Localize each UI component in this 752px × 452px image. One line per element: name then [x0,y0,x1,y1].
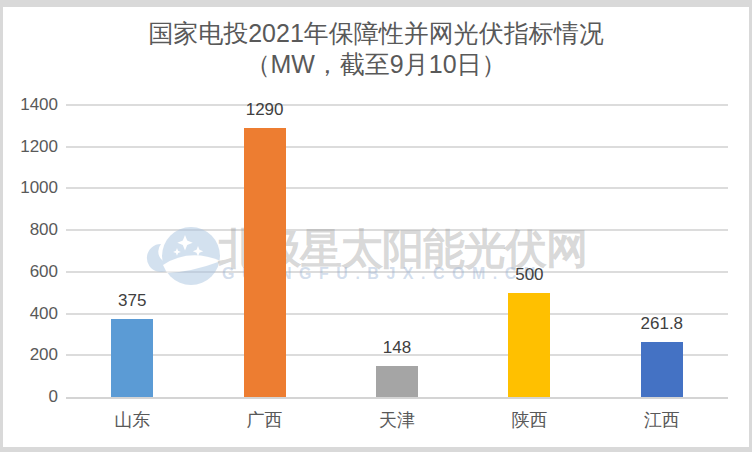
y-tick-label: 800 [0,220,58,240]
value-label: 375 [118,291,146,311]
bar-天津 [376,366,418,397]
gridline [66,187,728,189]
value-label: 1290 [246,100,284,120]
category-label: 天津 [337,408,457,432]
bar-山东 [111,319,153,397]
category-label: 江西 [602,408,722,432]
watermark-logo-icon [146,225,222,289]
gridline [66,313,728,315]
gridline [66,104,728,106]
y-tick-label: 200 [0,345,58,365]
value-label: 148 [383,338,411,358]
chart-page: 国家电投2021年保障性并网光伏指标情况 （MW，截至9月10日） 375 129… [0,0,752,452]
gridline [66,146,728,148]
bar-广西 [244,128,286,397]
chart-title: 国家电投2021年保障性并网光伏指标情况 （MW，截至9月10日） [0,18,752,80]
y-tick-label: 1400 [0,95,58,115]
y-tick-label: 0 [0,387,58,407]
value-label: 500 [515,265,543,285]
y-tick-label: 1000 [0,178,58,198]
chart-title-line1: 国家电投2021年保障性并网光伏指标情况 [0,18,752,49]
bar-江西 [641,342,683,397]
y-tick-label: 1200 [0,137,58,157]
y-tick-label: 400 [0,304,58,324]
chart-title-line2: （MW，截至9月10日） [0,49,752,80]
category-label: 山东 [72,408,192,432]
category-label: 陕西 [469,408,589,432]
bar-陕西 [508,293,550,397]
y-tick-label: 600 [0,262,58,282]
value-label: 261.8 [641,314,684,334]
x-axis-line [66,397,728,399]
category-label: 广西 [205,408,325,432]
